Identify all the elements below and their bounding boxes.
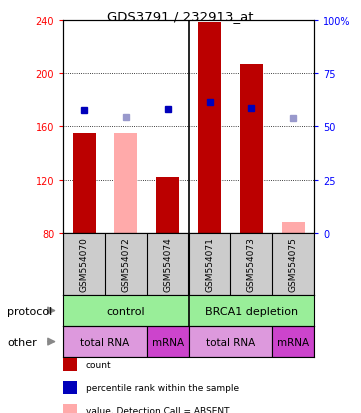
Bar	[63, 326, 147, 357]
Bar	[198, 23, 221, 233]
Text: protocol: protocol	[7, 306, 52, 316]
Text: GSM554073: GSM554073	[247, 237, 256, 292]
Bar	[188, 326, 272, 357]
Text: total RNA: total RNA	[206, 337, 255, 347]
Bar	[147, 326, 188, 357]
Text: percentile rank within the sample: percentile rank within the sample	[86, 383, 239, 392]
Bar	[114, 134, 138, 233]
Bar	[282, 223, 305, 233]
Text: mRNA: mRNA	[152, 337, 184, 347]
Text: GSM554071: GSM554071	[205, 237, 214, 292]
Text: GSM554072: GSM554072	[121, 237, 130, 292]
Text: mRNA: mRNA	[277, 337, 309, 347]
Text: GSM554070: GSM554070	[79, 237, 88, 292]
Text: GDS3791 / 232913_at: GDS3791 / 232913_at	[107, 10, 254, 23]
Bar	[73, 134, 96, 233]
Text: count: count	[86, 360, 112, 369]
Text: other: other	[7, 337, 37, 347]
Text: GSM554074: GSM554074	[163, 237, 172, 292]
Bar	[156, 178, 179, 233]
Bar	[272, 326, 314, 357]
Text: BRCA1 depletion: BRCA1 depletion	[205, 306, 298, 316]
Text: value, Detection Call = ABSENT: value, Detection Call = ABSENT	[86, 406, 230, 413]
Text: total RNA: total RNA	[81, 337, 130, 347]
Text: control: control	[106, 306, 145, 316]
Text: GSM554075: GSM554075	[289, 237, 298, 292]
Bar	[240, 64, 263, 233]
